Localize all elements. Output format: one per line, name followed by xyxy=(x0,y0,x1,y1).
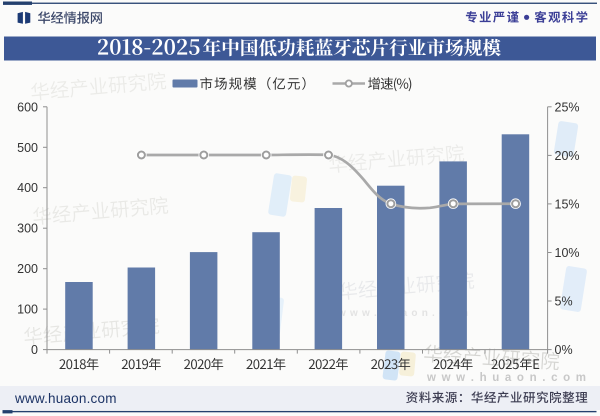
svg-text:600: 600 xyxy=(17,100,38,114)
svg-text:10%: 10% xyxy=(555,246,580,260)
svg-text:300: 300 xyxy=(17,222,38,236)
svg-text:400: 400 xyxy=(17,181,38,195)
svg-text:0: 0 xyxy=(31,343,38,357)
svg-text:200: 200 xyxy=(17,262,38,276)
svg-text:15%: 15% xyxy=(555,197,580,211)
svg-text:20%: 20% xyxy=(555,149,580,163)
svg-text:w w w . h u a o n . c o m: w w w . h u a o n . c o m xyxy=(426,372,586,384)
svg-text:www.huaon.com: www.huaon.com xyxy=(14,391,117,406)
svg-text:0%: 0% xyxy=(555,343,573,357)
svg-text:500: 500 xyxy=(17,141,38,155)
svg-text:100: 100 xyxy=(17,303,38,317)
svg-text:5%: 5% xyxy=(555,295,573,309)
svg-text:25%: 25% xyxy=(555,100,580,114)
